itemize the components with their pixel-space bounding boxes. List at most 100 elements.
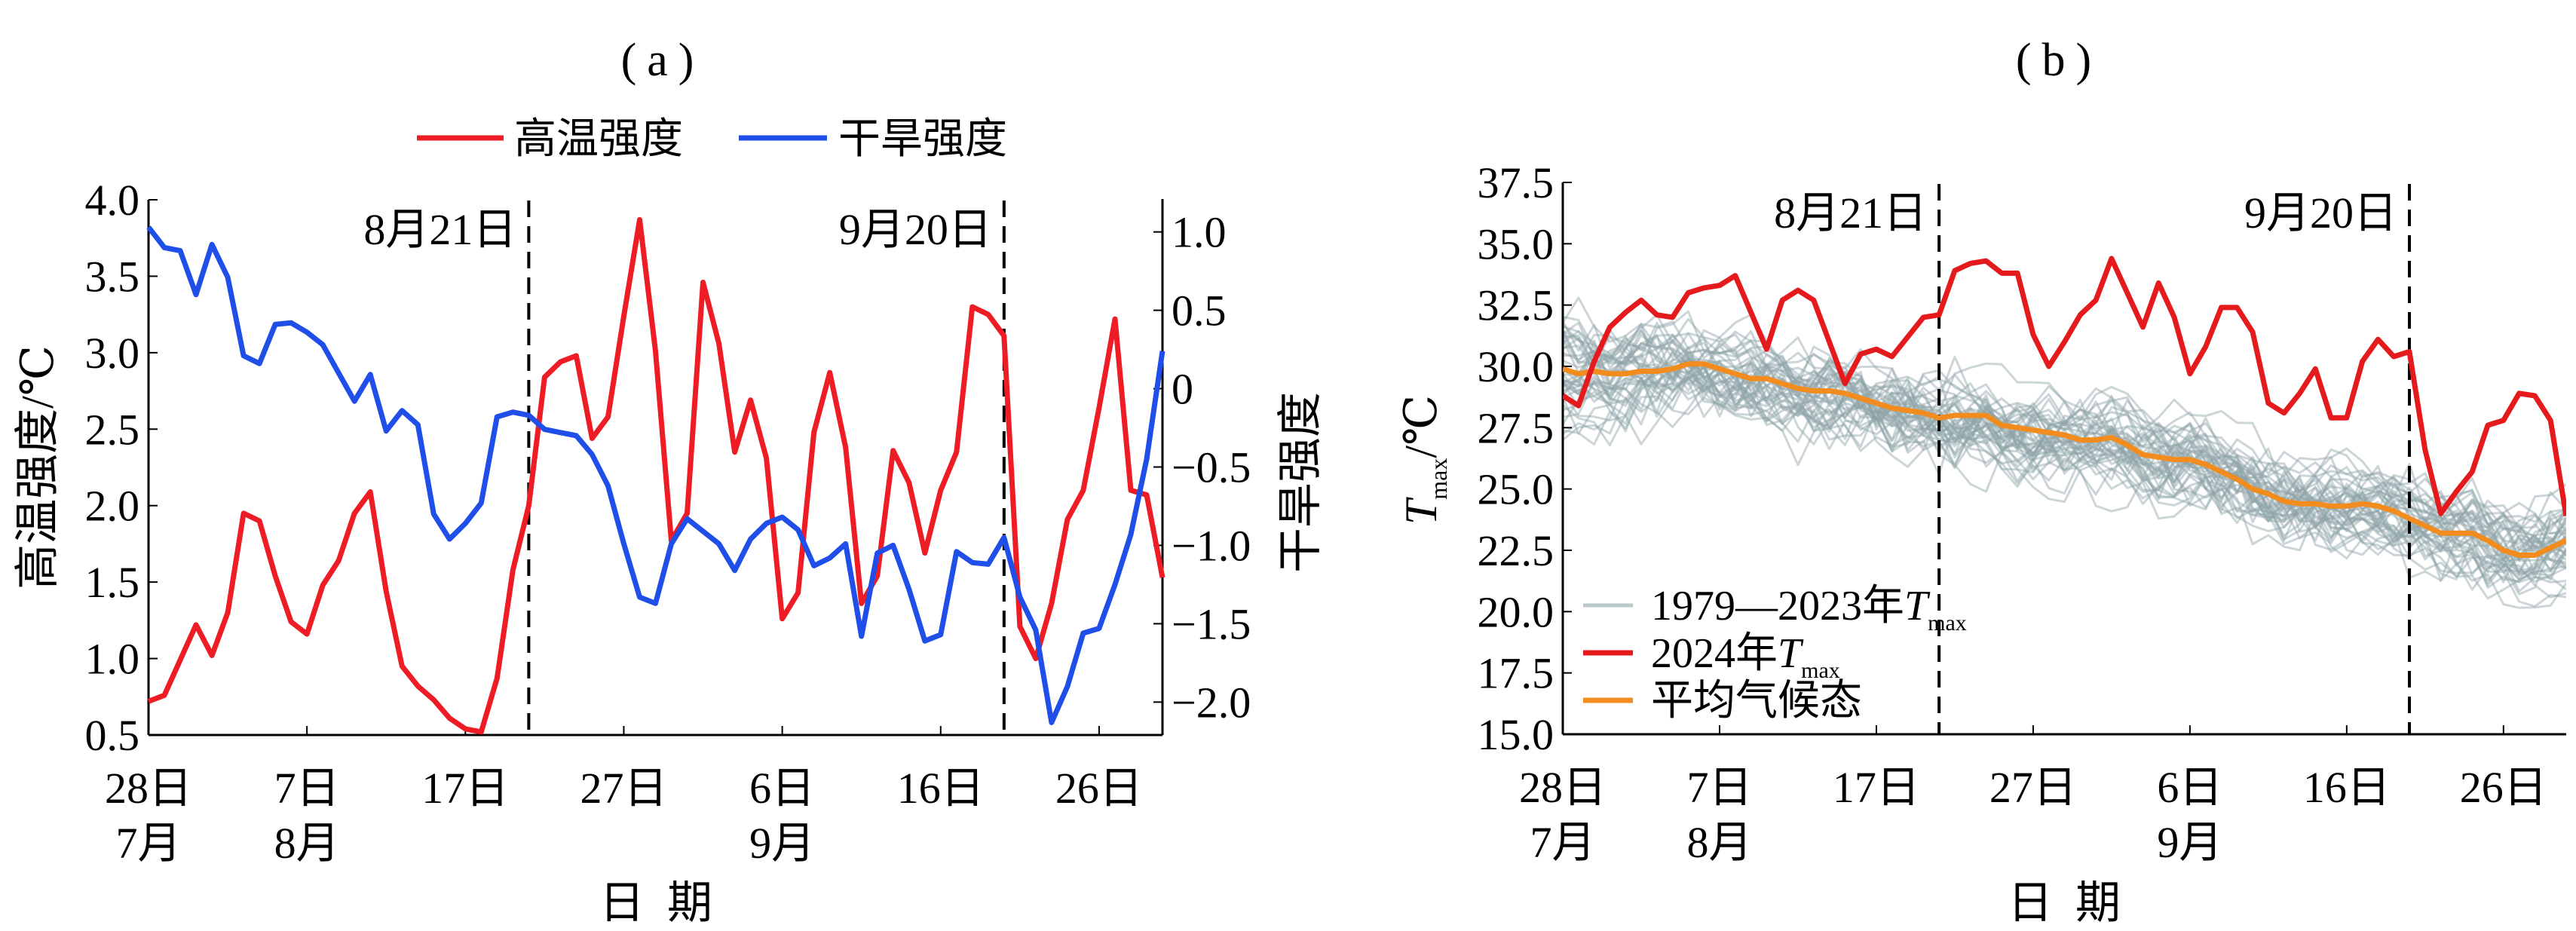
panel-a-vline-label: 8月21日 (363, 205, 516, 254)
legend-label-heat: 高温强度 (514, 116, 683, 163)
panel-b-legend: 1979—2023年Tmax 2024年Tmax 平均气候态 (1583, 583, 1967, 724)
historical-line (1563, 315, 2566, 574)
legend-label-drought: 干旱强度 (838, 116, 1007, 163)
historical-line (1563, 335, 2566, 583)
panel-b-x-month-label: 8月 (1686, 818, 1752, 867)
panel-b-x-tick-label: 27日 (1989, 763, 2077, 812)
historical-line (1563, 329, 2566, 578)
panel-b-y-tick-label: 22.5 (1478, 526, 1554, 575)
panel-a-legend: 高温强度 干旱强度 (417, 116, 1007, 163)
panel-a-y-tick-label-left: 0.5 (85, 711, 140, 760)
panel-a-x-tick-label: 16日 (897, 764, 985, 813)
historical-line (1563, 339, 2566, 562)
panel-a-series (146, 216, 1165, 735)
panel-a-xlabel: 日 期 (599, 878, 712, 928)
series-line-heat (147, 216, 1165, 735)
historical-line (1563, 325, 2566, 608)
historical-line (1563, 360, 2566, 550)
panel-b-x-tick-label: 28日 (1519, 763, 1607, 812)
panel-a-x-tick-label: 6日 (749, 764, 815, 813)
panel-a-y-tick-label-right: −0.5 (1172, 443, 1251, 492)
panel-a-y-tick-label-left: 1.5 (85, 558, 140, 607)
historical-line (1563, 321, 2566, 540)
panel-b-x-tick-label: 7日 (1686, 763, 1752, 812)
panel-b-x-tick-label: 17日 (1833, 763, 1920, 812)
panel-b-vline-label: 9月20日 (2244, 188, 2397, 237)
historical-line (1563, 353, 2566, 552)
series-line-climatology (1563, 361, 2566, 558)
panel-b-x-tick-label: 6日 (2157, 763, 2222, 812)
panel-a-x-month-label: 8月 (274, 819, 340, 868)
historical-line (1563, 321, 2566, 570)
panel-a-y-tick-label-right: −1.5 (1172, 599, 1251, 648)
panel-b-x-month-label: 9月 (2157, 818, 2222, 867)
panel-a-vline-label: 9月20日 (839, 205, 992, 254)
historical-line (1563, 355, 2566, 583)
panel-b-y-tick-label: 35.0 (1478, 219, 1554, 268)
historical-line (1563, 345, 2566, 561)
panel-a-ylabel-right: 干旱强度 (1276, 392, 1325, 573)
panel-a-x-tick-label: 27日 (580, 764, 667, 813)
panel-a-x-month-label: 9月 (749, 819, 815, 868)
legend-label-historical: 1979—2023年Tmax (1651, 583, 1967, 635)
historical-line (1563, 358, 2566, 599)
historical-line (1563, 329, 2566, 583)
historical-line (1563, 337, 2566, 574)
panel-b-y-tick-label: 30.0 (1478, 342, 1554, 391)
panel-b-y-tick-label: 37.5 (1478, 158, 1554, 207)
historical-line (1563, 369, 2566, 593)
panel-b-x-month-label: 7月 (1530, 818, 1595, 867)
panel-b-y-tick-label: 15.0 (1478, 710, 1554, 759)
panel-a-y-tick-label-left: 3.0 (85, 329, 140, 378)
panel-b-title: (b) (2016, 35, 2091, 86)
panel-a-y-tick-label-right: 1.0 (1172, 208, 1227, 257)
panel-a-x-tick-label: 7日 (274, 764, 340, 813)
panel-a-y-tick-label-right: −2.0 (1172, 678, 1251, 727)
panel-a-x-month-label: 7月 (115, 819, 181, 868)
panel-b-y-tick-label: 27.5 (1478, 403, 1554, 452)
historical-line (1563, 366, 2566, 571)
historical-line (1563, 310, 2566, 562)
panel-a-y-tick-label-left: 4.0 (85, 176, 140, 225)
panel-a-y-tick-label-right: 0 (1172, 365, 1193, 414)
legend-label-climatology: 平均气候态 (1651, 678, 1862, 724)
panel-b-y-tick-label: 20.0 (1478, 587, 1554, 636)
historical-line (1563, 296, 2566, 542)
panel-b-y-tick-label: 17.5 (1478, 649, 1554, 698)
historical-line (1563, 331, 2566, 561)
series-line-2024 (1563, 256, 2566, 517)
panel-a-y-tick-label-right: −1.0 (1172, 521, 1251, 570)
panel-b-y-tick-label: 25.0 (1478, 465, 1554, 514)
panel-b-series (1563, 256, 2566, 558)
panel-a-reference-lines: 8月21日 9月20日 (363, 201, 1006, 735)
historical-line (1563, 328, 2566, 550)
panel-b-ylabel: Tmax/℃ (1396, 395, 1452, 525)
panel-a-ylabel-left: 高温强度/℃ (13, 345, 63, 590)
panel-a: (a) 高温强度 干旱强度 28日 7月 7日 8月 17日 27日 6日 9月 16日 26日 0… (13, 35, 1325, 928)
panel-a-x-tick-label: 17日 (421, 764, 509, 813)
panel-b-reference-lines: 8月21日 9月20日 (1774, 184, 2412, 734)
panel-b-xlabel: 日 期 (2008, 878, 2121, 928)
historical-line (1563, 320, 2566, 581)
historical-line (1563, 334, 2566, 581)
panel-b: (b) 28日 7月 7日 8月 17日 27日 6日 9月 16日 26日 15.0 17.5 20.… (1396, 35, 2566, 928)
panel-b-y-tick-label: 32.5 (1478, 281, 1554, 330)
panel-a-x-tick-label: 26日 (1055, 764, 1143, 813)
panel-b-x-tick-label: 26日 (2460, 763, 2547, 812)
historical-line (1563, 338, 2566, 574)
panel-b-historical-lines (1563, 296, 2566, 609)
panel-a-axes: 28日 7月 7日 8月 17日 27日 6日 9月 16日 26日 0.5 1.0 1.5 2.0 2.5… (85, 176, 1251, 868)
panel-a-y-tick-label-left: 2.0 (85, 482, 140, 531)
historical-line (1563, 332, 2566, 576)
panel-b-axes: 28日 7月 7日 8月 17日 27日 6日 9月 16日 26日 15.0 17.5 20.0 22.… (1478, 158, 2566, 867)
legend-label-2024: 2024年Tmax (1651, 630, 1840, 683)
panel-a-y-tick-label-left: 3.5 (85, 252, 140, 301)
panel-a-title: (a) (621, 35, 694, 86)
panel-a-y-tick-label-right: 0.5 (1172, 286, 1227, 335)
panel-a-y-tick-label-left: 2.5 (85, 405, 140, 454)
historical-line (1563, 313, 2566, 580)
panel-a-y-tick-label-left: 1.0 (85, 635, 140, 684)
historical-line (1563, 395, 2566, 583)
historical-line (1563, 352, 2566, 574)
